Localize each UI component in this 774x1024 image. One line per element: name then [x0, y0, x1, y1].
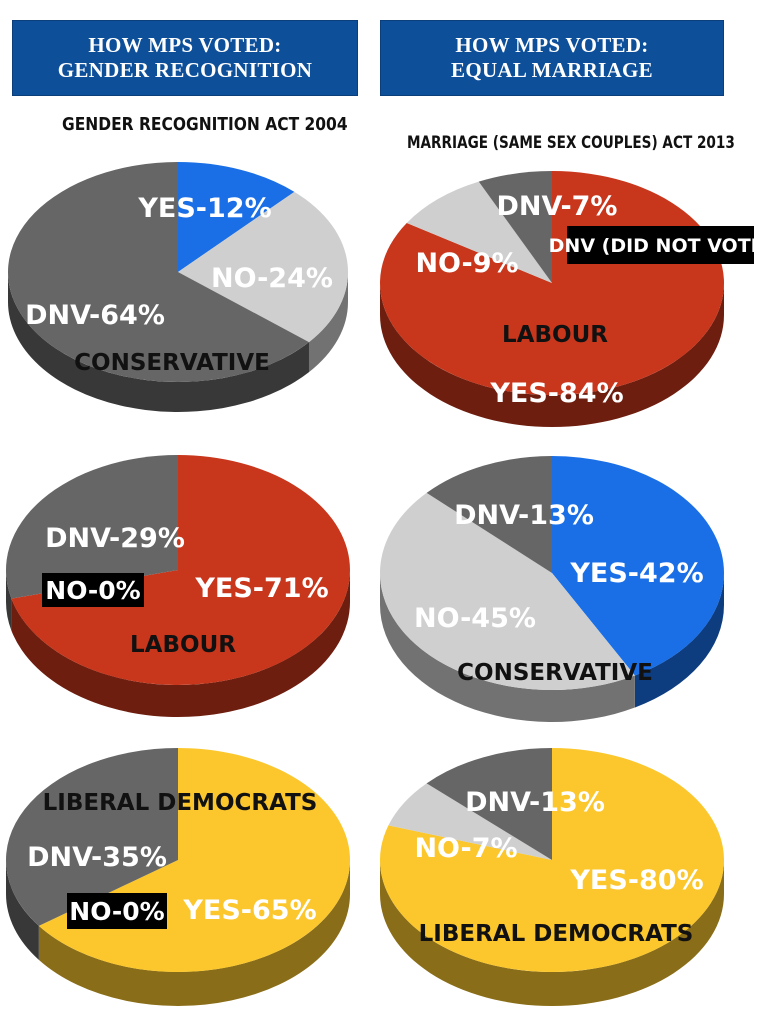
pie-side-yes: [634, 573, 724, 708]
slice-label-dnv: DNV-13%: [454, 500, 594, 531]
pie-side-yes: [380, 860, 724, 1006]
pie-chart-6-liberal-democrats: LIBERAL DEMOCRATS YES-80% NO-7% DNV-13%: [379, 748, 724, 1006]
slice-label-yes: YES-84%: [489, 378, 623, 409]
pie-slice-dnv: [5, 455, 179, 599]
slice-label-yes: YES-65%: [182, 895, 316, 926]
pie-slice-dnv: [5, 748, 179, 926]
party-label: CONSERVATIVE: [74, 350, 270, 376]
pie-side-yes: [38, 860, 351, 1007]
badge-box: [67, 893, 167, 929]
pie-slice-dnv: [7, 162, 309, 382]
header-gender-recognition: HOW MPS VOTED: GENDER RECOGNITION: [12, 20, 358, 96]
pie-chart-1-conservative: CONSERVATIVE YES-12% NO-24% DNV-64%: [7, 162, 348, 412]
pie-side-dnv: [6, 860, 39, 960]
pie-slice-no: [178, 191, 348, 343]
pie-chart-2-labour: LABOUR YES-71% DNV-29% NO-0%: [5, 455, 351, 717]
pie-slice-yes: [178, 162, 295, 272]
pie-slice-no: [388, 783, 552, 860]
slice-label-yes: YES-71%: [194, 573, 328, 604]
slice-label-yes: YES-42%: [569, 558, 703, 589]
pie-side-no: [380, 573, 635, 722]
party-label: LIBERAL DEMOCRATS: [43, 790, 318, 816]
pie-side-yes: [380, 283, 724, 427]
slice-label-dnv: DNV-35%: [27, 842, 167, 873]
header-left-line2: GENDER RECOGNITION: [57, 58, 313, 82]
pie-slice-dnv: [426, 456, 552, 573]
pie-side-dnv: [8, 272, 309, 412]
slice-label-dnv: DNV-64%: [25, 300, 165, 331]
slice-label-no: NO-0%: [69, 897, 164, 926]
party-label: CONSERVATIVE: [457, 660, 653, 686]
slice-label-yes: YES-12%: [137, 193, 271, 224]
slice-label-no: NO-7%: [414, 833, 517, 864]
pie-slice-no: [406, 181, 552, 283]
slice-label-no: NO-24%: [211, 263, 333, 294]
legend-note: DNV (DID NOT VOTE): [549, 235, 773, 257]
pie-chart-3-liberal-democrats: LIBERAL DEMOCRATS YES-65% DNV-35% NO-0%: [5, 748, 351, 1007]
badge-box: [42, 573, 144, 607]
pie-slice-no: [379, 492, 635, 691]
pie-slice-yes: [11, 455, 350, 686]
pie-slice-yes: [552, 456, 725, 676]
legend-note-box: [567, 226, 754, 264]
slice-label-no: NO-0%: [45, 576, 140, 605]
party-label: LABOUR: [502, 322, 608, 348]
slice-label-dnv: DNV-7%: [497, 191, 618, 222]
subtitle-gender-recognition-act: GENDER RECOGNITION ACT 2004: [62, 114, 348, 135]
pie-slice-dnv: [478, 171, 552, 283]
pie-slice-dnv: [426, 748, 552, 860]
pie-chart-4-labour: LABOUR YES-84% NO-9% DNV-7% DNV (DID NOT VOT…: [379, 171, 773, 427]
header-left-line1: HOW MPS VOTED:: [88, 33, 282, 57]
slice-label-dnv: DNV-13%: [465, 787, 605, 818]
party-label: LIBERAL DEMOCRATS: [419, 921, 694, 947]
party-label: LABOUR: [130, 632, 236, 658]
slice-label-no: NO-9%: [415, 248, 518, 279]
slice-label-dnv: DNV-29%: [45, 523, 185, 554]
header-right-line1: HOW MPS VOTED:: [455, 33, 649, 57]
pie-side-dnv: [6, 570, 12, 631]
header-equal-marriage: HOW MPS VOTED: EQUAL MARRIAGE: [380, 20, 724, 96]
pie-side-yes: [11, 570, 351, 717]
header-right-line2: EQUAL MARRIAGE: [451, 58, 653, 82]
slice-label-no: NO-45%: [414, 603, 536, 634]
pie-side-no: [308, 272, 348, 373]
slice-label-yes: YES-80%: [569, 865, 703, 896]
pie-chart-5-conservative: CONSERVATIVE YES-42% NO-45% DNV-13%: [379, 456, 725, 722]
subtitle-marriage-act: MARRIAGE (SAME SEX COUPLES) ACT 2013: [407, 133, 735, 153]
